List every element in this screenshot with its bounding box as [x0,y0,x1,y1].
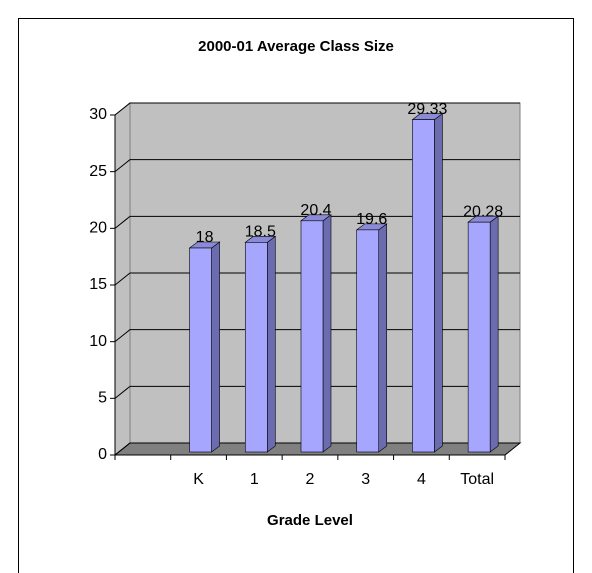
grid-line [114,159,520,173]
bar [244,242,268,453]
x-tick-label: Total [460,471,494,488]
grid-line [114,385,520,399]
grid-line [114,272,520,286]
x-tick-label: 1 [250,471,259,488]
bar-side [211,241,220,453]
y-tick-label: 5 [98,390,107,407]
y-tick-label: 15 [89,276,107,293]
x-axis-label: Grade Level [267,512,353,529]
y-tick-label: 30 [89,106,107,123]
y-tick-label: 10 [89,333,107,350]
x-tick-label: K [193,471,204,488]
chart-title: 2000-01 Average Class Size [198,38,394,55]
data-label: 29.33 [407,101,447,118]
bar [300,220,324,453]
x-tick-label: 4 [417,471,426,488]
x-tick-label: 2 [306,471,315,488]
grid-line [114,215,520,229]
y-tick-label: 20 [89,220,107,237]
bar-side [266,235,276,453]
data-label: 20.4 [300,202,331,219]
bar-side [378,223,388,453]
y-tick-label: 25 [89,163,107,180]
data-label: 20.28 [463,203,503,220]
grid-line [114,442,520,456]
grid-line [114,329,520,343]
bar [412,119,435,453]
bar [356,229,380,453]
data-label: 18.5 [245,224,276,241]
bar-side [322,214,332,453]
grid-line [114,102,520,116]
data-label: 19.6 [356,211,387,228]
x-tick-label: 3 [361,471,370,488]
y-tick-label: 0 [98,446,107,463]
bar-side [434,112,443,453]
bar [189,247,212,453]
data-label: 18 [196,229,214,246]
bar-side [489,215,499,453]
bar [467,221,491,453]
